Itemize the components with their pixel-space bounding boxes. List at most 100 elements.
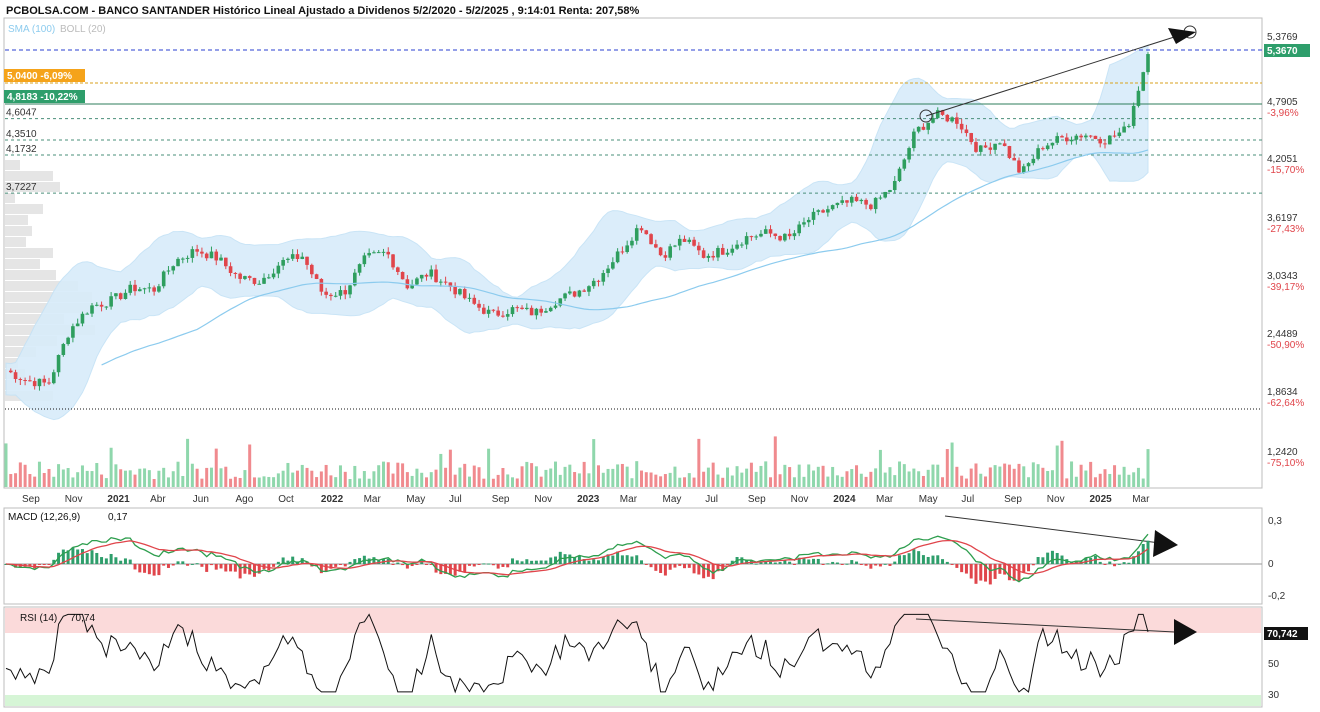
candle-body	[501, 315, 505, 317]
candle-body	[1064, 137, 1069, 142]
volume-bar	[496, 474, 500, 487]
macd-histogram-bar	[343, 564, 347, 567]
macd-histogram-bar	[792, 564, 796, 565]
volume-bar	[1046, 470, 1050, 487]
candle-body	[1002, 143, 1007, 147]
macd-histogram-bar	[764, 561, 768, 564]
macd-axis-zero: 0	[1268, 559, 1274, 570]
volume-bar	[506, 474, 510, 487]
volume-bar	[472, 465, 476, 487]
candle-body	[458, 289, 462, 295]
macd-histogram-bar	[205, 564, 209, 572]
x-axis-label: Nov	[791, 494, 809, 505]
volume-bar	[324, 464, 328, 487]
macd-histogram-bar	[659, 564, 663, 573]
last-price-text: 5,3670	[1267, 46, 1298, 57]
candle-body	[888, 190, 892, 192]
volume-bar	[109, 447, 113, 487]
macd-histogram-bar	[506, 564, 510, 568]
macd-histogram-bar	[936, 555, 940, 564]
volume-bar	[544, 469, 548, 487]
candle-body	[252, 277, 257, 284]
volume-bar	[487, 448, 491, 487]
candle-body	[783, 233, 787, 241]
candle-body	[37, 378, 42, 387]
candle-body	[998, 143, 1002, 145]
candle-body	[200, 251, 204, 254]
volume-bar	[754, 471, 758, 487]
volume-bar	[711, 462, 715, 487]
volume-bar	[902, 464, 906, 487]
volume-bar	[286, 462, 290, 487]
macd-histogram-bar	[845, 563, 849, 565]
volume-bar	[802, 476, 806, 487]
macd-histogram-bar	[697, 564, 701, 575]
sma-legend: SMA (100)	[8, 24, 55, 35]
candle-body	[520, 307, 524, 310]
macd-histogram-bar	[592, 559, 596, 564]
x-axis-label: Ago	[236, 494, 254, 505]
candle-body	[993, 143, 997, 150]
volume-bar	[807, 464, 811, 487]
volume-bar	[620, 463, 624, 487]
volume-bar	[171, 471, 175, 487]
candle-body	[983, 145, 988, 148]
candle-body	[634, 228, 639, 241]
candle-body	[247, 276, 252, 278]
macd-histogram-bar	[190, 563, 194, 565]
candle-body	[639, 228, 644, 231]
volume-bar	[816, 466, 820, 487]
volume-bar	[601, 472, 605, 487]
volume-bar	[190, 463, 194, 487]
volume-bar	[310, 470, 314, 487]
macd-histogram-bar	[640, 560, 644, 564]
candle-body	[720, 247, 725, 255]
macd-histogram-bar	[358, 558, 362, 564]
candle-body	[950, 117, 954, 122]
volume-bar	[458, 467, 462, 487]
candle-body	[907, 148, 911, 160]
candle-body	[305, 256, 309, 265]
orange-price-tag-text: 5,0400 -6,09%	[7, 71, 72, 82]
candle-body	[28, 380, 32, 382]
macd-histogram-bar	[754, 563, 758, 565]
macd-histogram-bar	[319, 564, 323, 574]
orange-price-tag	[4, 69, 85, 82]
macd-histogram-bar	[80, 549, 84, 564]
volume-profile-bar	[5, 248, 53, 258]
volume-bar	[4, 443, 8, 487]
macd-histogram-bar	[95, 552, 99, 564]
volume-bar	[420, 472, 424, 487]
volume-bar	[396, 462, 400, 487]
candle-body	[243, 276, 247, 279]
volume-bar	[683, 477, 687, 487]
macd-value: 0,17	[108, 512, 128, 523]
candle-body	[176, 258, 180, 267]
candle-body	[161, 271, 166, 287]
macd-histogram-bar	[563, 554, 567, 564]
candle-body	[1136, 90, 1141, 106]
volume-bar	[549, 468, 553, 487]
macd-histogram-bar	[673, 564, 677, 568]
volume-bar	[100, 474, 104, 487]
chart-title: PCBOLSA.COM - BANCO SANTANDER Histórico …	[6, 5, 640, 17]
candle-body	[214, 251, 219, 261]
candle-body	[816, 210, 821, 212]
macd-histogram-bar	[1041, 557, 1045, 564]
candle-body	[869, 204, 873, 210]
candle-body	[477, 303, 481, 308]
macd-histogram-bar	[802, 558, 806, 564]
candle-body	[663, 255, 668, 258]
rsi-label: RSI (14)	[20, 613, 57, 624]
volume-bar	[869, 471, 873, 487]
candle-body	[1141, 72, 1146, 91]
volume-profile-bar	[5, 204, 43, 214]
candle-body	[128, 284, 133, 293]
candle-body	[654, 244, 658, 248]
volume-bar	[467, 476, 471, 487]
macd-histogram-bar	[582, 559, 586, 564]
volume-bar	[597, 465, 601, 487]
macd-histogram-bar	[472, 564, 476, 567]
candle-body	[835, 202, 840, 206]
candle-body	[338, 290, 343, 296]
